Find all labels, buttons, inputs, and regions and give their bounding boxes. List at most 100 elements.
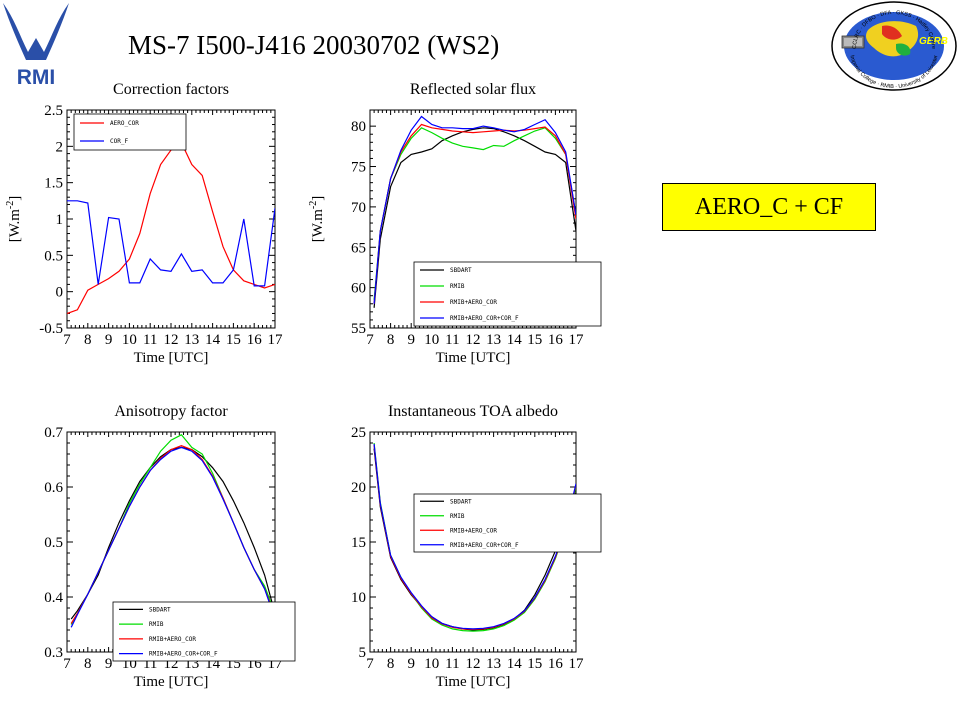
x-tick-label: 8 xyxy=(387,656,395,672)
x-tick-label: 12 xyxy=(164,332,179,348)
x-tick-label: 16 xyxy=(247,332,263,348)
y-tick-label: 0.6 xyxy=(44,480,63,496)
gerb-logo: GERB CCLRC · DFBO · DFA · GKSS · Hadley … xyxy=(831,1,957,91)
x-tick-label: 14 xyxy=(507,332,523,348)
x-tick-label: 11 xyxy=(445,332,459,348)
x-tick-label: 7 xyxy=(63,332,71,348)
legend-entry: RMIB+AERO_COR+COR_F xyxy=(149,651,218,658)
x-tick-label: 16 xyxy=(548,332,564,348)
series-line-2 xyxy=(67,200,275,287)
series-line-3 xyxy=(373,123,576,304)
y-tick-label: 5 xyxy=(359,645,367,661)
x-axis-label: Time [UTC] xyxy=(134,350,209,366)
page-title: MS-7 I500-J416 20030702 (WS2) xyxy=(128,30,500,60)
legend-entry: RMIB xyxy=(149,621,164,628)
legend-entry: SBDART xyxy=(450,498,472,505)
legend-box xyxy=(413,493,602,553)
x-tick-label: 17 xyxy=(268,332,284,348)
x-tick-label: 11 xyxy=(445,656,459,672)
y-tick-label: 1.5 xyxy=(44,176,63,192)
series-line-1 xyxy=(67,141,275,315)
series-line-4 xyxy=(373,115,576,304)
x-tick-label: 14 xyxy=(507,656,523,672)
legend-entry: RMIB+AERO_COR+COR_F xyxy=(450,315,519,322)
x-tick-label: 12 xyxy=(466,656,481,672)
series-line-4 xyxy=(373,444,576,630)
series-line-4 xyxy=(70,446,275,628)
x-tick-label: 11 xyxy=(143,332,157,348)
legend-box xyxy=(73,113,187,151)
x-tick-label: 15 xyxy=(527,332,542,348)
y-tick-label: 2 xyxy=(56,139,64,155)
x-tick-label: 13 xyxy=(486,656,501,672)
x-tick-label: 13 xyxy=(486,332,501,348)
highlight-label: AERO_C + CF xyxy=(662,183,876,231)
y-tick-label: 0.7 xyxy=(44,425,63,441)
legend-entry: COR_F xyxy=(110,138,128,145)
x-tick-label: 15 xyxy=(226,332,241,348)
chart-title: Anisotropy factor xyxy=(114,403,228,420)
chart-reflected-solar-flux: Reflected solar flux 7 8 9 10 11 12 13 14 15 16 17 5… xyxy=(308,81,602,366)
chart-title: Correction factors xyxy=(113,81,229,98)
x-tick-label: 9 xyxy=(407,656,415,672)
x-tick-label: 8 xyxy=(387,332,395,348)
legend-entry: SBDART xyxy=(149,606,171,613)
x-tick-label: 10 xyxy=(424,332,439,348)
x-axis-label: Time [UTC] xyxy=(134,674,209,690)
x-axis-label: Time [UTC] xyxy=(436,350,511,366)
legend-entry: RMIB+AERO_COR+COR_F xyxy=(450,542,519,549)
y-tick-label: 0.4 xyxy=(44,590,63,606)
x-tick-label: 7 xyxy=(366,656,374,672)
x-tick-label: 10 xyxy=(424,656,439,672)
x-tick-label: 9 xyxy=(105,332,113,348)
x-tick-label: 17 xyxy=(569,332,585,348)
rmi-logo: RMI xyxy=(3,3,69,88)
y-tick-label: 0.5 xyxy=(44,248,63,264)
gerb-logo-text: GERB xyxy=(919,36,948,47)
y-tick-label: 1 xyxy=(56,212,64,228)
y-tick-label: -0.5 xyxy=(39,321,63,337)
y-tick-label: 25 xyxy=(351,425,366,441)
series-line-1 xyxy=(373,127,576,308)
legend-entry: RMIB xyxy=(450,283,465,290)
y-axis-label: [W.m-2] xyxy=(308,196,326,243)
y-tick-label: 2.5 xyxy=(44,103,63,119)
y-tick-label: 0 xyxy=(56,285,64,301)
series-line-2 xyxy=(373,127,576,300)
x-tick-label: 14 xyxy=(205,332,221,348)
legend-box xyxy=(413,261,602,327)
y-axis-label: [W.m-2] xyxy=(5,196,23,243)
y-tick-label: 0.3 xyxy=(44,645,63,661)
x-tick-label: 13 xyxy=(184,332,199,348)
chart-title: Reflected solar flux xyxy=(410,81,536,98)
x-tick-label: 9 xyxy=(407,332,415,348)
x-tick-label: 9 xyxy=(105,656,113,672)
x-tick-label: 12 xyxy=(466,332,481,348)
x-tick-label: 10 xyxy=(122,332,137,348)
series-line-3 xyxy=(70,445,275,624)
y-tick-label: 10 xyxy=(351,590,366,606)
y-tick-label: 15 xyxy=(351,535,366,551)
y-tick-label: 60 xyxy=(351,281,366,297)
y-tick-label: 80 xyxy=(351,119,366,135)
legend-entry: AERO_COR xyxy=(110,120,139,127)
x-tick-label: 7 xyxy=(63,656,71,672)
y-tick-label: 75 xyxy=(351,160,366,176)
y-tick-label: 0.5 xyxy=(44,535,63,551)
y-tick-label: 55 xyxy=(351,321,366,337)
y-tick-label: 70 xyxy=(351,200,366,216)
chart-title: Instantaneous TOA albedo xyxy=(388,403,558,420)
x-tick-label: 7 xyxy=(366,332,374,348)
series-line-2 xyxy=(70,434,275,625)
y-tick-label: 65 xyxy=(351,240,366,256)
series-line-1 xyxy=(70,446,275,620)
x-tick-label: 8 xyxy=(84,656,92,672)
legend-entry: RMIB+AERO_COR xyxy=(149,636,196,643)
x-tick-label: 15 xyxy=(527,656,542,672)
legend-box xyxy=(112,601,296,662)
x-axis-label: Time [UTC] xyxy=(436,674,511,690)
legend-entry: SBDART xyxy=(450,267,472,274)
